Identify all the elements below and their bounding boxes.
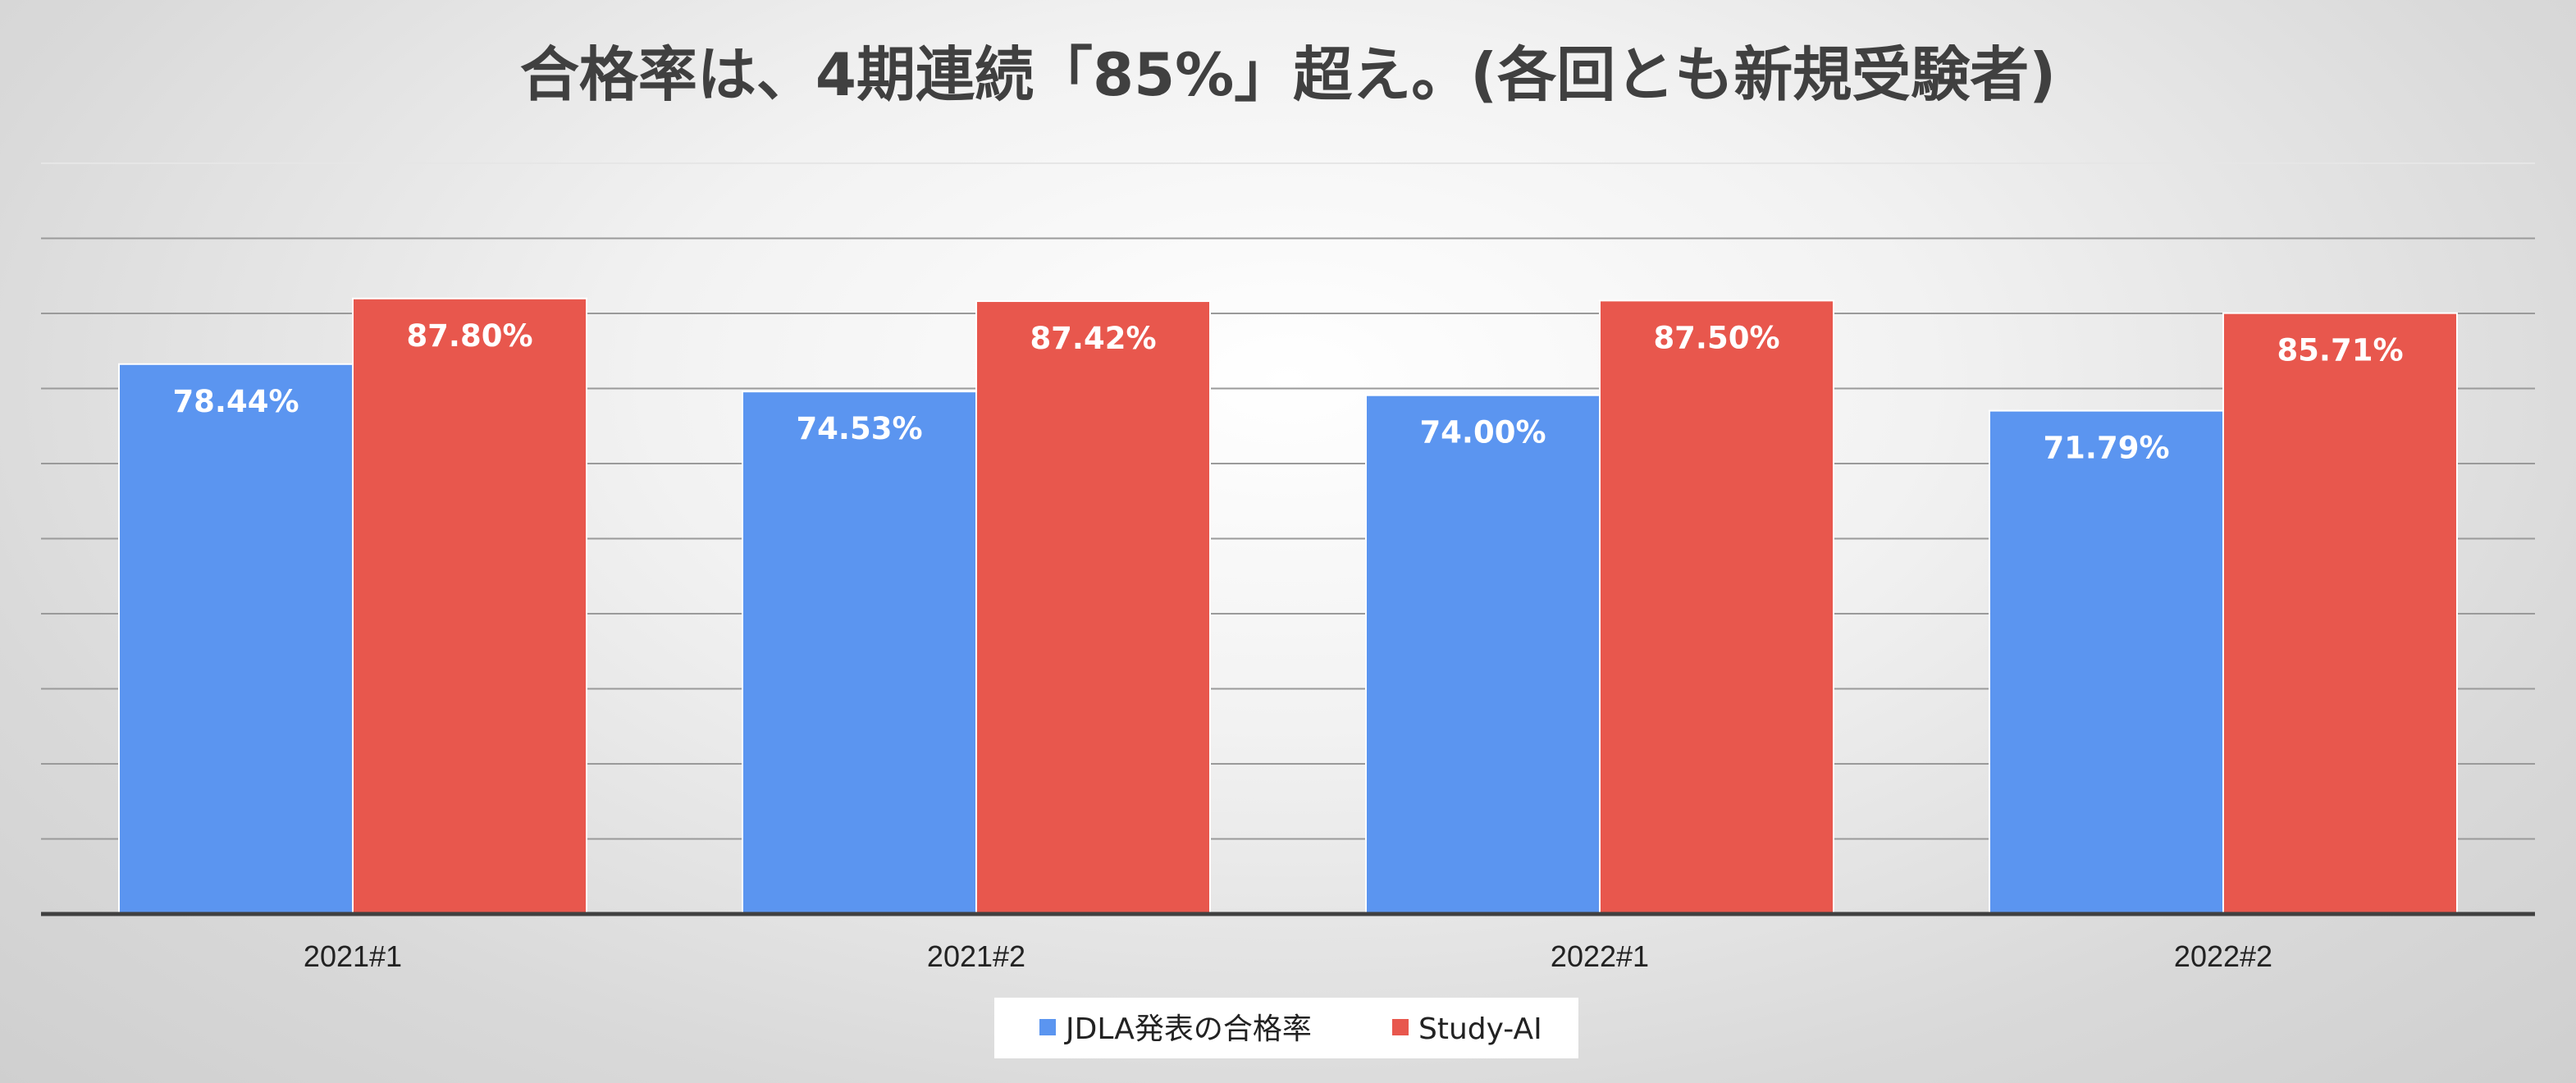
bar-study-ai-2 <box>975 300 1211 915</box>
bar-jdla-3 <box>1365 394 1601 916</box>
x-tick-label: 2021#2 <box>927 939 1025 973</box>
x-tick-label: 2021#1 <box>304 939 402 973</box>
x-axis: 2021#1 2021#2 2022#1 2022#2 <box>41 912 2535 973</box>
chart-title: 合格率は、4期連続「85%」超え。(各回とも新規受験者) <box>520 40 2056 109</box>
bar-jdla-1 <box>118 363 354 915</box>
data-label: 74.53% <box>796 411 922 446</box>
legend-swatch <box>1039 1019 1056 1035</box>
legend-label: JDLA発表の合格率 <box>1064 1012 1312 1046</box>
x-tick-label: 2022#2 <box>2174 939 2272 973</box>
legend-label: Study-AI <box>1418 1012 1542 1046</box>
x-tick-label: 2022#1 <box>1551 939 1649 973</box>
bars <box>118 297 2458 916</box>
bar-study-ai-1 <box>352 297 587 915</box>
legend: JDLA発表の合格率 Study-AI <box>994 998 1578 1058</box>
data-label: 74.00% <box>1419 415 1546 450</box>
legend-swatch <box>1392 1019 1409 1035</box>
data-label: 87.50% <box>1653 320 1779 355</box>
data-label: 87.42% <box>1030 321 1156 356</box>
data-labels: 78.44% 87.80% 74.53% 87.42% 74.00% 87.50% 71.7… <box>172 318 2403 466</box>
data-label: 85.71% <box>2277 333 2403 368</box>
data-label: 78.44% <box>172 384 299 419</box>
bar-jdla-2 <box>742 391 977 915</box>
bar-study-ai-3 <box>1599 299 1834 915</box>
data-label: 87.80% <box>406 318 532 354</box>
legend-box <box>994 998 1578 1058</box>
data-label: 71.79% <box>2043 431 2169 466</box>
bar-study-ai-4 <box>2222 312 2458 916</box>
bar-jdla-4 <box>1989 409 2224 915</box>
